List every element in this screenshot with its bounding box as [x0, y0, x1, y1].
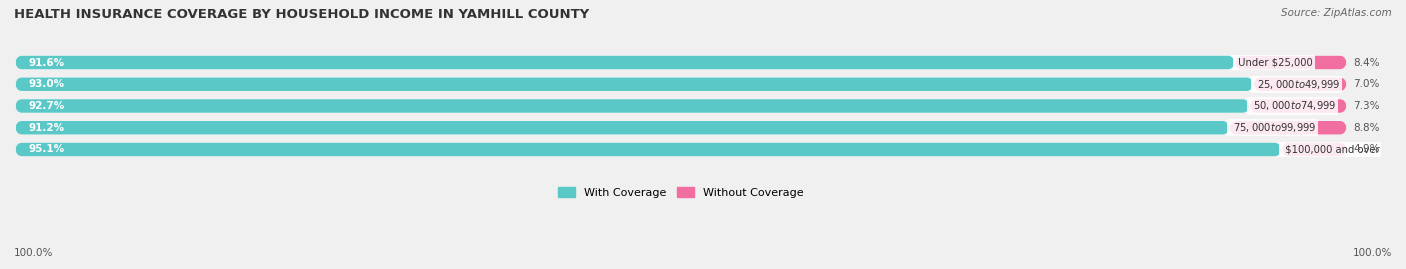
Text: 100.0%: 100.0%: [14, 248, 53, 258]
FancyBboxPatch shape: [15, 143, 1281, 156]
Text: 8.4%: 8.4%: [1354, 58, 1379, 68]
FancyBboxPatch shape: [15, 121, 1347, 135]
Text: Source: ZipAtlas.com: Source: ZipAtlas.com: [1281, 8, 1392, 18]
Text: $100,000 and over: $100,000 and over: [1281, 144, 1379, 154]
FancyBboxPatch shape: [1230, 121, 1347, 134]
FancyBboxPatch shape: [1234, 56, 1347, 69]
Text: 91.2%: 91.2%: [28, 123, 65, 133]
Legend: With Coverage, Without Coverage: With Coverage, Without Coverage: [553, 182, 808, 204]
FancyBboxPatch shape: [15, 55, 1347, 69]
Text: 91.6%: 91.6%: [28, 58, 65, 68]
FancyBboxPatch shape: [15, 99, 1250, 113]
FancyBboxPatch shape: [1254, 77, 1347, 91]
Text: $25,000 to $49,999: $25,000 to $49,999: [1254, 78, 1340, 91]
FancyBboxPatch shape: [15, 77, 1254, 91]
Text: $50,000 to $74,999: $50,000 to $74,999: [1250, 100, 1336, 112]
Text: HEALTH INSURANCE COVERAGE BY HOUSEHOLD INCOME IN YAMHILL COUNTY: HEALTH INSURANCE COVERAGE BY HOUSEHOLD I…: [14, 8, 589, 21]
Text: $75,000 to $99,999: $75,000 to $99,999: [1230, 121, 1316, 134]
Text: 95.1%: 95.1%: [28, 144, 65, 154]
FancyBboxPatch shape: [15, 143, 1347, 157]
FancyBboxPatch shape: [15, 99, 1347, 113]
Text: Under $25,000: Under $25,000: [1234, 58, 1313, 68]
Text: 4.9%: 4.9%: [1354, 144, 1379, 154]
Text: 92.7%: 92.7%: [28, 101, 65, 111]
Text: 7.3%: 7.3%: [1354, 101, 1379, 111]
FancyBboxPatch shape: [15, 56, 1234, 69]
Text: 7.0%: 7.0%: [1354, 79, 1379, 89]
Text: 8.8%: 8.8%: [1354, 123, 1379, 133]
FancyBboxPatch shape: [1281, 143, 1347, 156]
FancyBboxPatch shape: [1250, 99, 1347, 113]
FancyBboxPatch shape: [15, 77, 1347, 91]
Text: 100.0%: 100.0%: [1353, 248, 1392, 258]
Text: 93.0%: 93.0%: [28, 79, 65, 89]
FancyBboxPatch shape: [15, 121, 1230, 134]
